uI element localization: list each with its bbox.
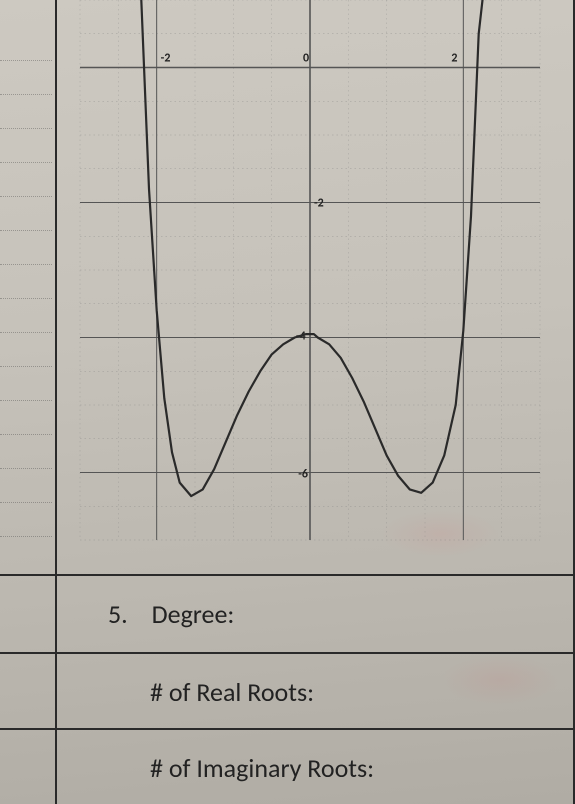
worksheet-page: -202-2-4-6 5. Degree: # of Real Roots: #… (0, 0, 575, 804)
degree-label: Degree: (152, 598, 235, 630)
margin-rule (0, 400, 52, 401)
svg-text:-2: -2 (161, 52, 171, 66)
smudge (440, 655, 560, 705)
svg-text:0: 0 (303, 52, 309, 66)
margin-rule (0, 230, 52, 231)
table-row-divider-1 (0, 574, 575, 576)
margin-rule (0, 264, 52, 265)
question-row-realroots: # of Real Roots: (150, 676, 314, 708)
margin-rule (0, 502, 52, 503)
svg-text:-6: -6 (298, 468, 308, 482)
margin-rule (0, 434, 52, 435)
margin-rule (0, 298, 52, 299)
table-col-divider-left (55, 0, 57, 804)
question-row-imagroots: # of Imaginary Roots: (150, 752, 374, 784)
margin-rule (0, 128, 52, 129)
svg-text:-2: -2 (314, 197, 324, 211)
question-row-degree: 5. Degree: (108, 598, 234, 630)
margin-rule (0, 60, 52, 61)
table-row-divider-3 (0, 728, 575, 730)
margin-rule (0, 366, 52, 367)
table-row-divider-2 (0, 652, 575, 654)
real-roots-label: # of Real Roots: (150, 676, 314, 708)
imaginary-roots-label: # of Imaginary Roots: (150, 752, 374, 784)
margin-rule (0, 468, 52, 469)
margin-rule (0, 196, 52, 197)
polynomial-chart: -202-2-4-6 (70, 0, 550, 560)
svg-text:2: 2 (451, 52, 457, 66)
margin-rule (0, 94, 52, 95)
margin-rule (0, 536, 52, 537)
question-number: 5. (108, 598, 128, 630)
margin-rule (0, 162, 52, 163)
margin-rule (0, 332, 52, 333)
